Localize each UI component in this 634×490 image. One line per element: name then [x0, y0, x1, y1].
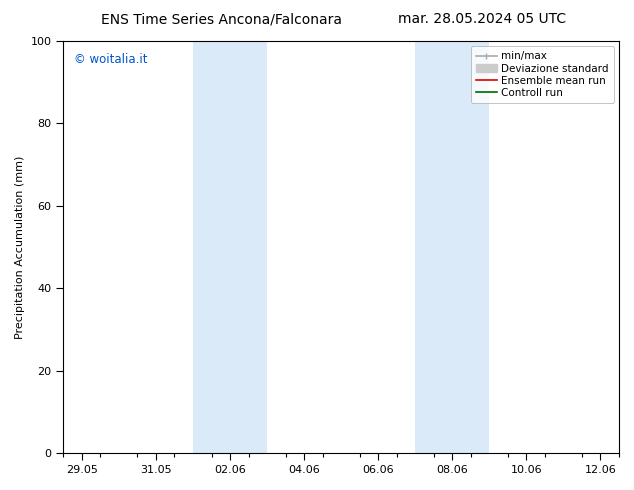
Bar	[193, 41, 267, 453]
Bar	[415, 41, 489, 453]
Text: mar. 28.05.2024 05 UTC: mar. 28.05.2024 05 UTC	[398, 12, 566, 26]
Legend: min/max, Deviazione standard, Ensemble mean run, Controll run: min/max, Deviazione standard, Ensemble m…	[471, 46, 614, 103]
Text: © woitalia.it: © woitalia.it	[74, 53, 148, 67]
Y-axis label: Precipitation Accumulation (mm): Precipitation Accumulation (mm)	[15, 155, 25, 339]
Text: ENS Time Series Ancona/Falconara: ENS Time Series Ancona/Falconara	[101, 12, 342, 26]
